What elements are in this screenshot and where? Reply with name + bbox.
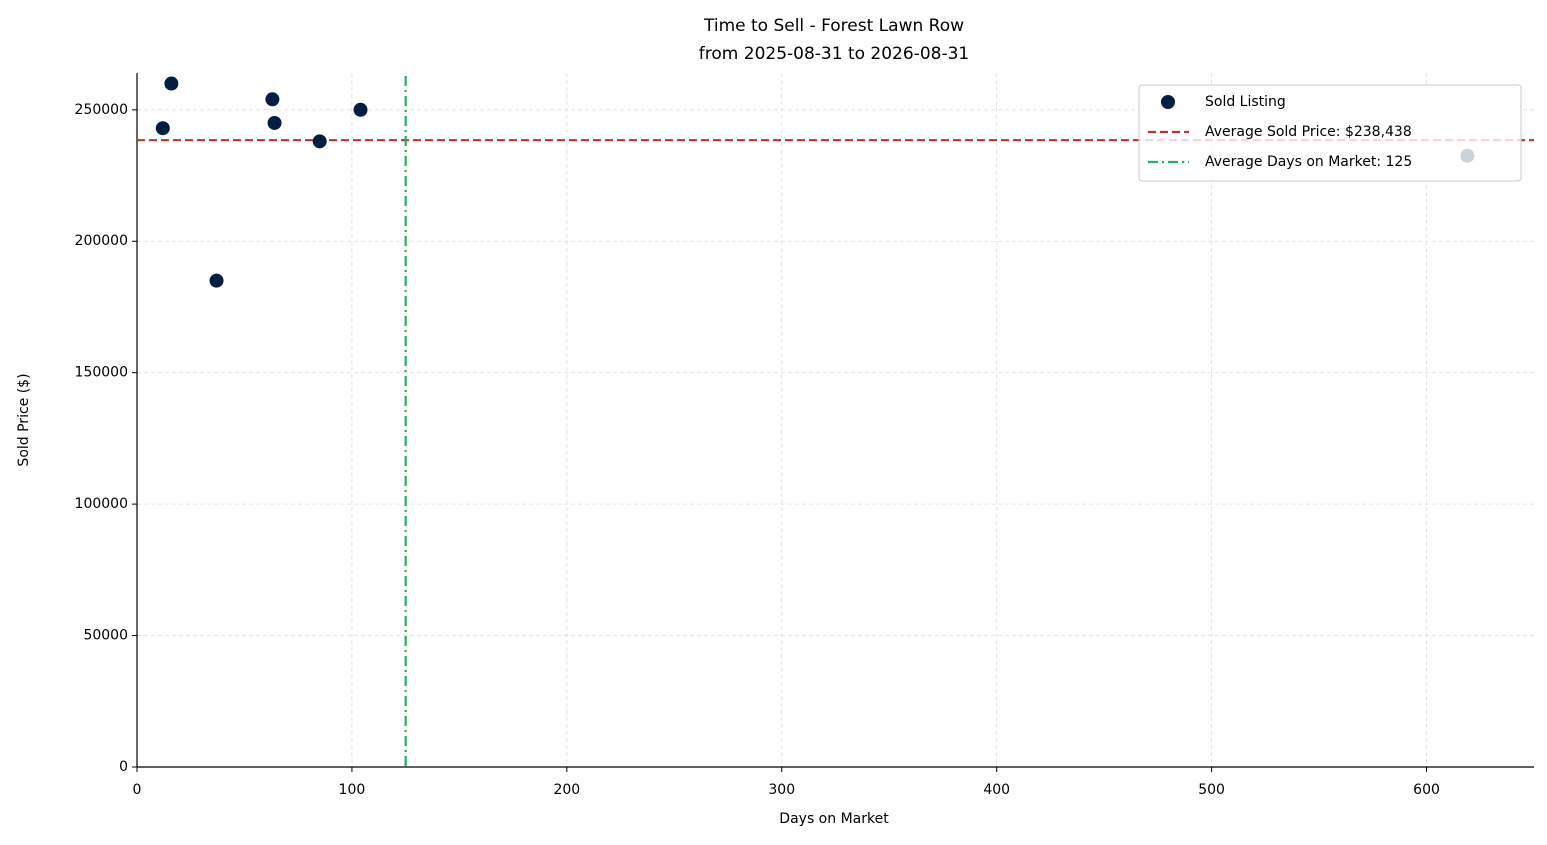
point <box>155 121 170 136</box>
x-tick-label: 500 <box>1198 782 1225 798</box>
y-axis-label: Sold Price ($) <box>16 373 32 466</box>
y-tick-label: 200000 <box>75 233 128 249</box>
point <box>267 115 282 130</box>
point <box>312 134 327 149</box>
x-tick-label: 200 <box>553 782 580 798</box>
point <box>265 92 280 107</box>
legend-label: Average Sold Price: $238,438 <box>1205 124 1412 140</box>
legend-marker <box>1161 95 1175 109</box>
x-tick-label: 400 <box>983 782 1010 798</box>
legend-label: Sold Listing <box>1205 94 1286 110</box>
legend-box <box>1138 84 1522 182</box>
x-tick-label: 0 <box>133 782 142 798</box>
y-tick-label: 0 <box>119 759 128 775</box>
y-tick-label: 100000 <box>75 496 128 512</box>
y-tick-label: 50000 <box>83 628 128 644</box>
point <box>209 273 224 288</box>
y-tick-label: 250000 <box>75 102 128 118</box>
chart-title: Time to Sell - Forest Lawn Row <box>703 16 964 36</box>
legend-label: Average Days on Market: 125 <box>1205 154 1412 170</box>
x-tick-label: 100 <box>339 782 366 798</box>
point <box>353 102 368 117</box>
x-axis-label: Days on Market <box>779 811 889 827</box>
y-tick-label: 150000 <box>75 365 128 381</box>
x-tick-label: 600 <box>1413 782 1440 798</box>
x-tick-label: 300 <box>768 782 795 798</box>
point <box>164 76 179 91</box>
chart-subtitle: from 2025-08-31 to 2026-08-31 <box>699 44 969 64</box>
